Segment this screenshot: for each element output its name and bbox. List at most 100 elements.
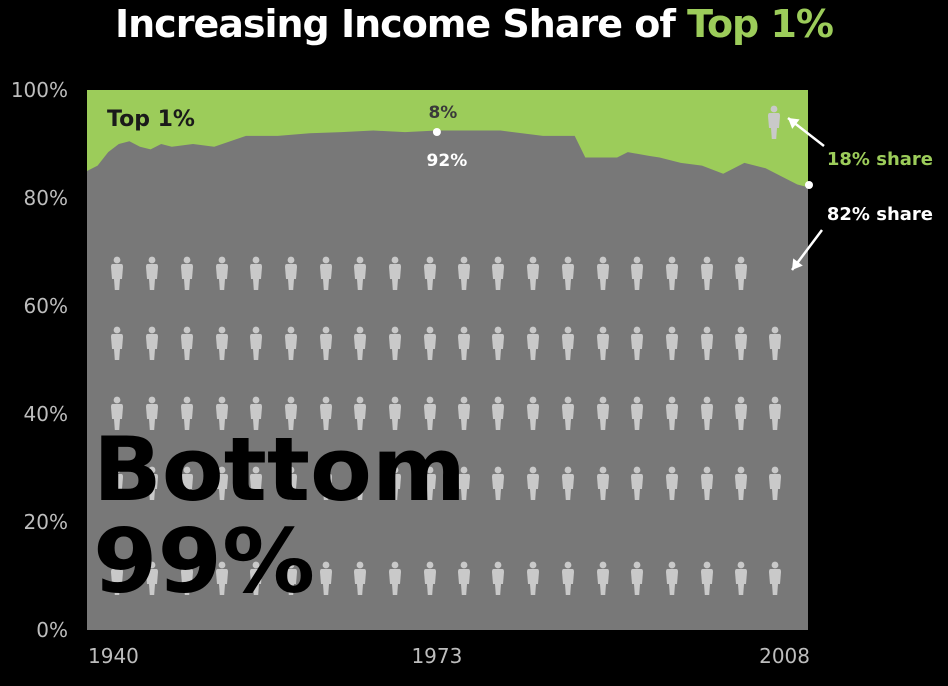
figure-head — [287, 256, 295, 264]
figure-head — [148, 326, 156, 334]
person-figure — [701, 466, 713, 500]
figure-body — [666, 264, 678, 290]
person-figure — [527, 466, 539, 500]
person-figure — [354, 561, 366, 595]
figure-body — [458, 264, 470, 290]
figure-head — [113, 326, 121, 334]
person-figure — [701, 326, 713, 360]
person-figure — [492, 326, 504, 360]
figure-body — [769, 334, 781, 360]
person-figure — [285, 466, 297, 500]
figure-body — [250, 264, 262, 290]
figure-body — [769, 474, 781, 500]
person-figure — [701, 396, 713, 430]
figure-head — [737, 326, 745, 334]
figure-body — [562, 474, 574, 500]
figure-body — [285, 264, 297, 290]
figure-body — [216, 404, 228, 430]
figure-head — [287, 561, 295, 569]
figure-body — [250, 334, 262, 360]
person-figure — [216, 561, 228, 595]
person-figure — [250, 396, 262, 430]
person-figure — [492, 256, 504, 290]
figure-body — [250, 569, 262, 595]
figure-body — [562, 569, 574, 595]
person-figure — [458, 396, 470, 430]
person-figure — [354, 466, 366, 500]
person-figure — [631, 466, 643, 500]
figure-head — [426, 396, 434, 404]
x-tick-label: 2008 — [759, 644, 810, 668]
person-figure — [424, 256, 436, 290]
figure-body — [216, 334, 228, 360]
chart-title-highlight: Top 1% — [687, 2, 834, 46]
figure-body — [735, 404, 747, 430]
figure-head — [148, 466, 156, 474]
figure-body — [320, 404, 332, 430]
figure-head — [426, 561, 434, 569]
figure-head — [183, 561, 191, 569]
figure-head — [322, 256, 330, 264]
figure-body — [354, 264, 366, 290]
person-figure — [631, 256, 643, 290]
figure-head — [633, 396, 641, 404]
figure-body — [111, 404, 123, 430]
person-figure — [666, 256, 678, 290]
figure-body — [181, 264, 193, 290]
figure-head — [183, 256, 191, 264]
figure-body — [701, 474, 713, 500]
figure-body — [111, 474, 123, 500]
person-figure — [354, 256, 366, 290]
figure-head — [460, 256, 468, 264]
bottom-99-area — [87, 130, 808, 630]
figure-body — [250, 404, 262, 430]
person-figure — [597, 396, 609, 430]
person-figure — [111, 396, 123, 430]
figure-body — [389, 264, 401, 290]
x-tick-label: 1973 — [411, 644, 462, 668]
figure-head — [252, 326, 260, 334]
figure-head — [426, 466, 434, 474]
figure-body — [389, 569, 401, 595]
figure-head — [564, 326, 572, 334]
figure-body — [320, 264, 332, 290]
person-figure — [424, 466, 436, 500]
figure-head — [494, 396, 502, 404]
figure-head — [599, 256, 607, 264]
person-figure — [320, 326, 332, 360]
person-figure — [562, 256, 574, 290]
figure-body — [389, 474, 401, 500]
figure-head — [356, 256, 364, 264]
figure-head — [529, 256, 537, 264]
figure-body — [285, 404, 297, 430]
figure-head — [737, 466, 745, 474]
person-figure — [527, 326, 539, 360]
figure-head — [426, 256, 434, 264]
figure-body — [527, 569, 539, 595]
figure-head — [391, 466, 399, 474]
figure-head — [460, 396, 468, 404]
figure-body — [354, 569, 366, 595]
figure-body — [111, 334, 123, 360]
figure-head — [633, 256, 641, 264]
figure-body — [562, 264, 574, 290]
figure-body — [666, 334, 678, 360]
figure-head — [564, 561, 572, 569]
person-figure — [424, 561, 436, 595]
person-figure — [389, 466, 401, 500]
figure-head — [529, 396, 537, 404]
figure-body — [181, 404, 193, 430]
person-figure — [666, 561, 678, 595]
figure-head — [599, 466, 607, 474]
figure-body — [111, 569, 123, 595]
figure-head — [529, 466, 537, 474]
figure-head — [633, 466, 641, 474]
y-tick-label: 20% — [24, 510, 68, 534]
marker-2008 — [805, 181, 813, 189]
figure-head — [633, 561, 641, 569]
figure-head — [148, 561, 156, 569]
person-figure — [769, 396, 781, 430]
person-figure — [597, 561, 609, 595]
figure-body — [527, 334, 539, 360]
